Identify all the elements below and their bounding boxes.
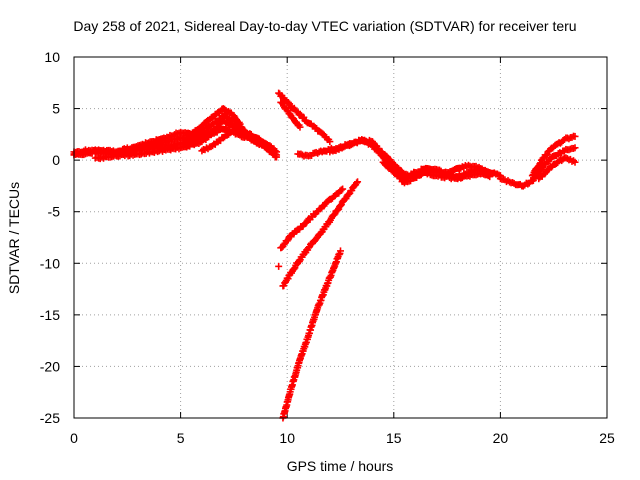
- x-tick-labels: 0 5 10 15 20 25: [70, 430, 615, 446]
- data-point: [198, 131, 215, 146]
- data-point: [209, 105, 226, 121]
- x-axis-title: GPS time / hours: [287, 458, 394, 474]
- series-track-3: [91, 125, 249, 163]
- x-tick-label: 25: [599, 430, 615, 446]
- data-point: [287, 222, 307, 239]
- x-tick-label: 10: [279, 430, 295, 446]
- data-point: [70, 147, 98, 158]
- data-point: [390, 160, 407, 178]
- y-tick-labels: -25 -20 -15 -10 -5 0 5 10: [40, 49, 60, 426]
- data-point: [322, 264, 337, 292]
- data-point: [273, 151, 281, 159]
- x-tick-label: 0: [70, 430, 78, 446]
- data-point: [326, 186, 345, 203]
- y-tick-label: -20: [40, 358, 60, 374]
- data-point: [464, 161, 482, 172]
- data-point: [539, 144, 557, 162]
- data-point: [313, 286, 329, 314]
- y-tick-label: -5: [48, 204, 61, 220]
- plot-frame: [73, 56, 608, 419]
- data-point: [296, 333, 312, 363]
- axis-ticks: [73, 56, 608, 419]
- data-point: [422, 169, 439, 180]
- series-track-10: [379, 158, 494, 187]
- data-point: [354, 178, 362, 186]
- data-point: [571, 158, 579, 166]
- x-tick-label: 15: [386, 430, 402, 446]
- series-track-16: [279, 178, 362, 290]
- data-point: [379, 158, 397, 175]
- data-point: [292, 246, 312, 269]
- data-point: [560, 132, 577, 144]
- y-tick-label: 0: [52, 152, 60, 168]
- y-tick-label: -15: [40, 307, 60, 323]
- data-point: [339, 185, 347, 193]
- data-point: [209, 113, 226, 128]
- data-point: [330, 195, 350, 219]
- data-point: [330, 249, 344, 271]
- data-points: [70, 89, 579, 422]
- data-point: [343, 179, 361, 200]
- data-point: [486, 173, 494, 181]
- series-outlier: [275, 262, 283, 270]
- data-point: [305, 230, 324, 252]
- series-track-7: [277, 98, 304, 131]
- data-point: [475, 169, 492, 180]
- data-point: [279, 264, 299, 290]
- series-track-14: [535, 154, 579, 183]
- data-point: [296, 123, 304, 131]
- data-point: [275, 262, 283, 270]
- data-point: [571, 132, 579, 140]
- series-track-6: [275, 89, 334, 146]
- data-point: [535, 162, 557, 183]
- data-point: [337, 247, 344, 255]
- data-point: [560, 154, 577, 165]
- data-point: [326, 138, 334, 146]
- data-point: [287, 357, 304, 391]
- data-point: [277, 232, 294, 252]
- data-point: [305, 148, 322, 160]
- data-point: [337, 141, 354, 152]
- data-point: [507, 179, 524, 189]
- data-point: [290, 115, 303, 130]
- y-tick-label: -10: [40, 255, 60, 271]
- y-axis-title: SDTVAR / TECUs: [6, 182, 22, 294]
- data-point: [305, 307, 321, 339]
- data-point: [326, 145, 343, 156]
- grid-lines: [74, 57, 607, 418]
- data-point: [177, 133, 194, 143]
- data-point: [454, 170, 482, 183]
- y-tick-label: 10: [44, 49, 60, 65]
- data-point: [571, 144, 579, 152]
- series-track-4: [70, 112, 270, 158]
- chart-title: Day 258 of 2021, Sidereal Day-to-day VTE…: [73, 18, 576, 34]
- series-track-17: [279, 247, 344, 422]
- data-point: [241, 127, 258, 143]
- series-track-5: [198, 125, 281, 159]
- x-tick-label: 5: [177, 430, 185, 446]
- x-tick-label: 20: [493, 430, 509, 446]
- y-tick-label: -25: [40, 410, 60, 426]
- y-tick-label: 5: [52, 101, 60, 117]
- series-track-15: [277, 185, 347, 252]
- data-point: [317, 211, 337, 236]
